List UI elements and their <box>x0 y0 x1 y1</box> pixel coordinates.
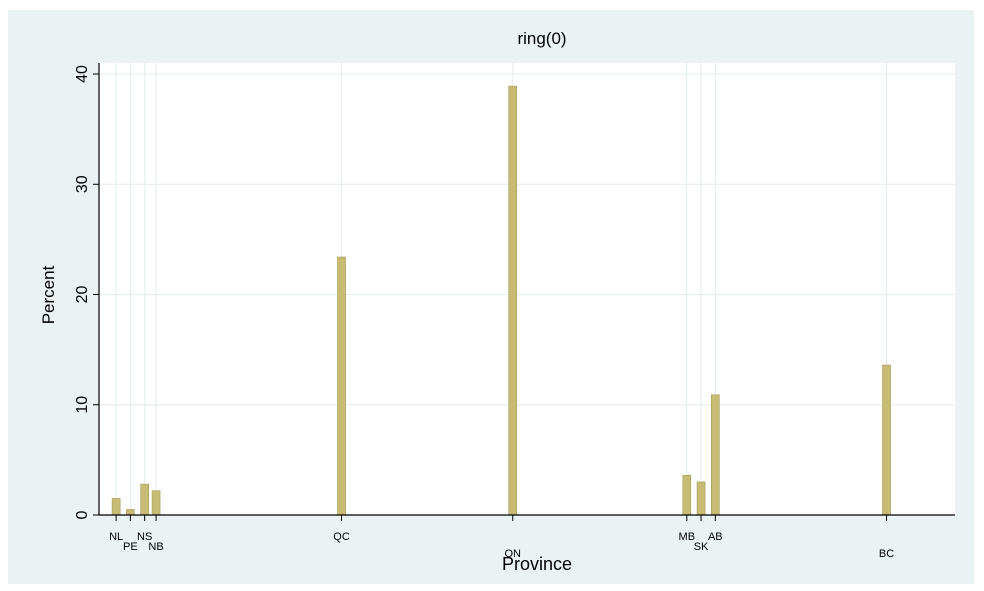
bar-mb <box>682 475 692 516</box>
x-tick-label-on: ON <box>504 548 521 560</box>
x-tick-label-qc: QC <box>333 531 350 543</box>
y-tick-label: 10 <box>74 396 91 414</box>
x-tick-label-bc: BC <box>879 548 894 560</box>
y-tick-label: 0 <box>74 510 91 519</box>
bar-qc <box>337 256 346 516</box>
x-tick-label-nb: NB <box>148 541 163 553</box>
bar-nl <box>111 498 121 516</box>
axes <box>93 63 955 521</box>
x-axis-title: Province <box>502 554 572 574</box>
bar-on <box>508 85 518 516</box>
y-tick-label: 40 <box>74 65 91 83</box>
y-tick-label: 30 <box>74 175 91 193</box>
x-tick-label-sk: SK <box>694 541 709 553</box>
chart-title: ring(0) <box>517 29 566 48</box>
x-tick-label-ns: NS <box>137 531 152 543</box>
plot-area <box>99 63 955 515</box>
x-tick-label-nl: NL <box>109 531 123 543</box>
bar-ab <box>711 394 720 516</box>
y-tick-labels: 0 10 20 30 40 <box>74 65 91 519</box>
x-tick-label-ab: AB <box>708 531 723 543</box>
bar-ns <box>140 483 149 516</box>
bar-nb <box>151 490 161 516</box>
x-tick-label-mb: MB <box>679 531 696 543</box>
bar-pe <box>126 509 135 516</box>
chart-frame: ring(0) 0 10 20 30 40 NL PE NS NB QC ON MB SK AB BC P… <box>8 10 974 584</box>
x-tick-label-pe: PE <box>123 541 138 553</box>
y-tick-label: 20 <box>74 286 91 304</box>
bar-bc <box>882 364 891 516</box>
y-axis-title: Percent <box>39 265 58 324</box>
bar-sk <box>696 481 706 516</box>
